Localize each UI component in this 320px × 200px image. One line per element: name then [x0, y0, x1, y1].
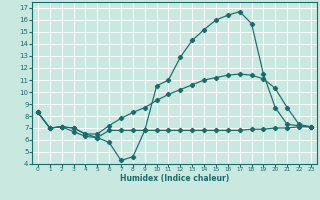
X-axis label: Humidex (Indice chaleur): Humidex (Indice chaleur) — [120, 174, 229, 183]
